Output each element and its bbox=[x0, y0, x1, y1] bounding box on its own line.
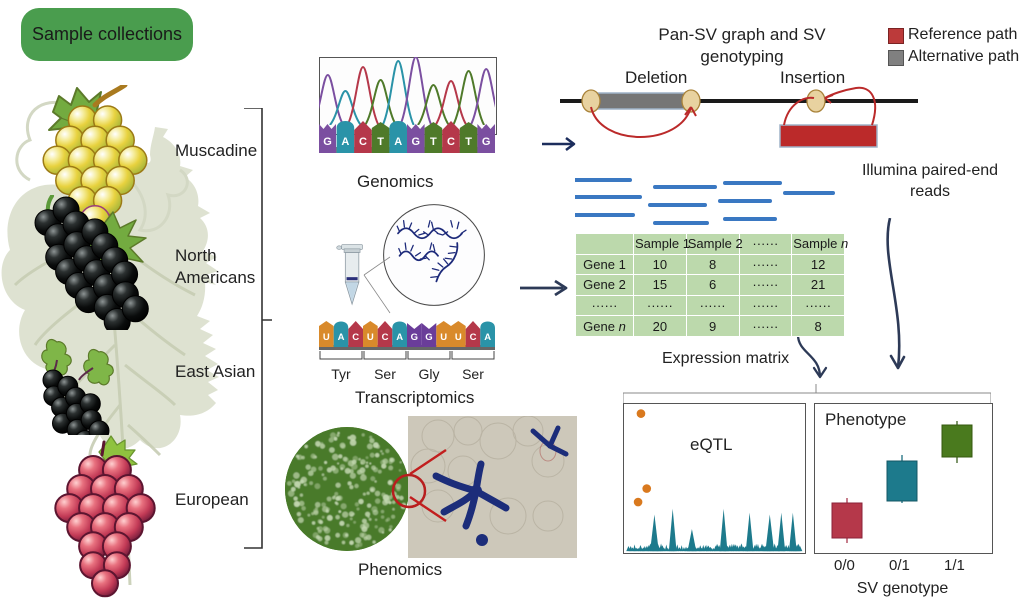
svg-text:C: C bbox=[382, 332, 389, 343]
svg-text:C: C bbox=[359, 136, 367, 148]
svg-text:C: C bbox=[352, 332, 359, 343]
svg-text:U: U bbox=[323, 332, 330, 343]
svg-text:U: U bbox=[367, 332, 374, 343]
svg-text:U: U bbox=[440, 332, 447, 343]
svg-text:A: A bbox=[394, 136, 402, 148]
svg-text:A: A bbox=[484, 332, 491, 343]
svg-text:C: C bbox=[470, 332, 477, 343]
svg-text:A: A bbox=[338, 332, 345, 343]
svg-text:G: G bbox=[411, 332, 418, 343]
svg-text:T: T bbox=[377, 136, 384, 148]
svg-text:G: G bbox=[482, 136, 491, 148]
svg-text:G: G bbox=[323, 136, 332, 148]
svg-text:T: T bbox=[430, 136, 437, 148]
svg-text:G: G bbox=[412, 136, 421, 148]
svg-text:C: C bbox=[447, 136, 455, 148]
svg-text:U: U bbox=[455, 332, 462, 343]
svg-text:A: A bbox=[341, 136, 349, 148]
svg-text:A: A bbox=[396, 332, 403, 343]
svg-text:T: T bbox=[465, 136, 472, 148]
svg-text:G: G bbox=[425, 332, 432, 343]
